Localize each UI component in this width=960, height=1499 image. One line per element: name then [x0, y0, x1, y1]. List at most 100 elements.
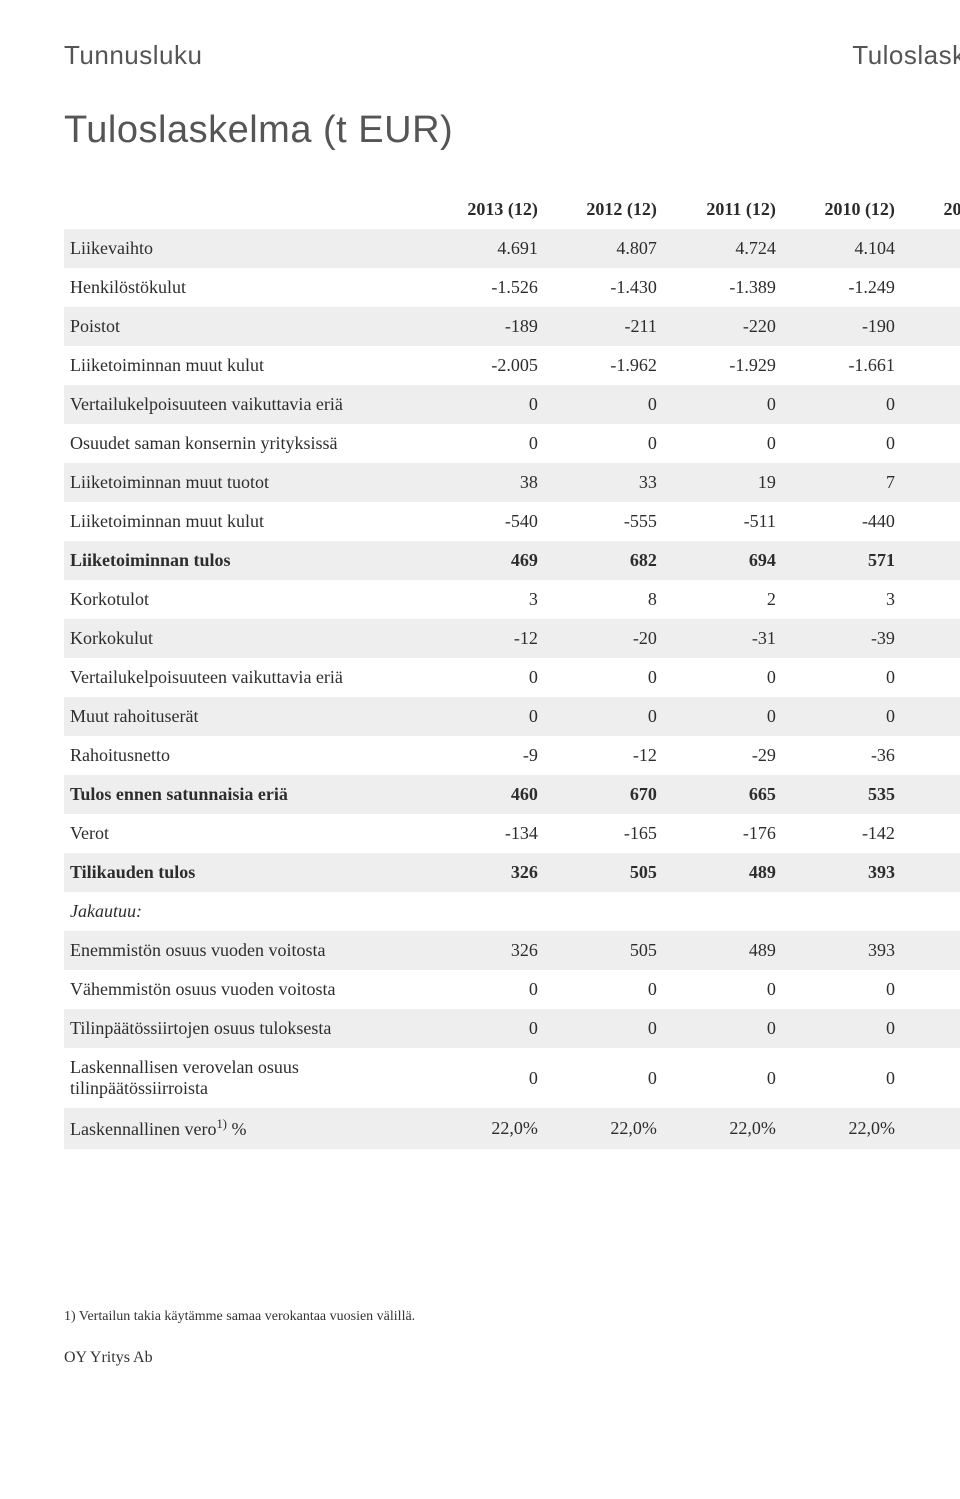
row-label: Liiketoiminnan muut tuotot: [64, 463, 429, 502]
row-value: 0: [905, 385, 960, 424]
row-value: -1.929: [667, 346, 786, 385]
row-value: 694: [667, 541, 786, 580]
row-value: 571: [786, 541, 905, 580]
row-value: 0: [905, 697, 960, 736]
row-value: 489: [667, 931, 786, 970]
row-value: 670: [548, 775, 667, 814]
row-value: 0: [667, 1009, 786, 1048]
row-value: 3.644: [905, 229, 960, 268]
row-value: 682: [548, 541, 667, 580]
row-value: -9: [429, 736, 548, 775]
row-label: Liiketoiminnan muut kulut: [64, 502, 429, 541]
row-value: -20: [548, 619, 667, 658]
row-label: Muut rahoituserät: [64, 697, 429, 736]
row-value: -511: [667, 502, 786, 541]
row-value: -36: [786, 736, 905, 775]
row-value: -540: [429, 502, 548, 541]
table-row: Liiketoiminnan muut tuotot38331972: [64, 463, 960, 502]
row-value: -220: [667, 307, 786, 346]
row-value: -49: [905, 619, 960, 658]
row-value: -189: [429, 307, 548, 346]
row-value: 33: [548, 463, 667, 502]
row-value: [667, 892, 786, 931]
row-value: [786, 892, 905, 931]
row-value: 0: [429, 1009, 548, 1048]
row-label: Henkilöstökulut: [64, 268, 429, 307]
row-value: 414: [905, 541, 960, 580]
table-row: Tilikauden tulos326505489393269: [64, 853, 960, 892]
col-header: [64, 190, 429, 229]
row-label: Laskennallisen verovelan osuus tilinpäät…: [64, 1048, 429, 1108]
row-value: 469: [429, 541, 548, 580]
row-value: 0: [548, 1048, 667, 1108]
row-label: Liikevaihto: [64, 229, 429, 268]
row-value: -369: [905, 502, 960, 541]
row-value: -134: [429, 814, 548, 853]
row-value: -1.220: [905, 268, 960, 307]
row-value: 38: [429, 463, 548, 502]
table-row: Liiketoiminnan tulos469682694571414: [64, 541, 960, 580]
row-label: Vertailukelpoisuuteen vaikuttavia eriä: [64, 385, 429, 424]
row-value: -1.475: [905, 346, 960, 385]
row-value: -12: [548, 736, 667, 775]
row-value: -176: [667, 814, 786, 853]
row-value: -1.430: [548, 268, 667, 307]
col-header: 2011 (12): [667, 190, 786, 229]
row-value: -440: [786, 502, 905, 541]
table-row: Osuudet saman konsernin yrityksissä00000: [64, 424, 960, 463]
table-row: Verot-134-165-176-142-96: [64, 814, 960, 853]
row-value: 0: [786, 697, 905, 736]
table-row: Tilinpäätössiirtojen osuus tuloksesta000…: [64, 1009, 960, 1048]
table-row: Jakautuu:: [64, 892, 960, 931]
row-value: 22,0%: [667, 1108, 786, 1149]
row-value: 535: [786, 775, 905, 814]
row-label: Verot: [64, 814, 429, 853]
row-value: 0: [786, 1009, 905, 1048]
row-value: 0: [429, 658, 548, 697]
row-value: 0: [667, 385, 786, 424]
row-label: Jakautuu:: [64, 892, 429, 931]
row-value: 0: [548, 385, 667, 424]
row-value: 4.724: [667, 229, 786, 268]
row-value: 0: [786, 658, 905, 697]
row-value: 0: [667, 697, 786, 736]
row-value: 0: [786, 970, 905, 1009]
page-title: Tuloslaskelma (t EUR): [64, 109, 960, 152]
row-value: 665: [667, 775, 786, 814]
table-row: Poistot-189-211-220-190-168: [64, 307, 960, 346]
row-value: -29: [667, 736, 786, 775]
table-row: Laskennallisen verovelan osuus tilinpäät…: [64, 1048, 960, 1108]
row-value: 22,0%: [548, 1108, 667, 1149]
row-value: 0: [548, 970, 667, 1009]
row-value: -211: [548, 307, 667, 346]
row-value: 489: [667, 853, 786, 892]
row-value: 0: [905, 1048, 960, 1108]
row-value: 0: [429, 697, 548, 736]
header-right: Tuloslaskelma: [852, 40, 960, 71]
row-value: -49: [905, 736, 960, 775]
row-value: 19: [667, 463, 786, 502]
table-header-row: 2013 (12) 2012 (12) 2011 (12) 2010 (12) …: [64, 190, 960, 229]
row-label: Liiketoiminnan tulos: [64, 541, 429, 580]
row-value: 4.104: [786, 229, 905, 268]
row-value: -1.389: [667, 268, 786, 307]
row-value: 393: [786, 931, 905, 970]
row-value: 0: [548, 1009, 667, 1048]
row-value: -1.661: [786, 346, 905, 385]
row-value: 0: [667, 424, 786, 463]
row-value: 0: [905, 970, 960, 1009]
col-header: 2010 (12): [786, 190, 905, 229]
row-value: 326: [429, 853, 548, 892]
row-value: -1.526: [429, 268, 548, 307]
row-label: Korkokulut: [64, 619, 429, 658]
row-label: Poistot: [64, 307, 429, 346]
row-value: -190: [786, 307, 905, 346]
row-value: 2: [667, 580, 786, 619]
table-row: Vertailukelpoisuuteen vaikuttavia eriä00…: [64, 658, 960, 697]
row-value: 0: [905, 658, 960, 697]
row-label: Rahoitusnetto: [64, 736, 429, 775]
income-statement-table: 2013 (12) 2012 (12) 2011 (12) 2010 (12) …: [64, 190, 960, 1149]
table-row: Henkilöstökulut-1.526-1.430-1.389-1.249-…: [64, 268, 960, 307]
col-header: 2012 (12): [548, 190, 667, 229]
table-row: Enemmistön osuus vuoden voitosta32650548…: [64, 931, 960, 970]
